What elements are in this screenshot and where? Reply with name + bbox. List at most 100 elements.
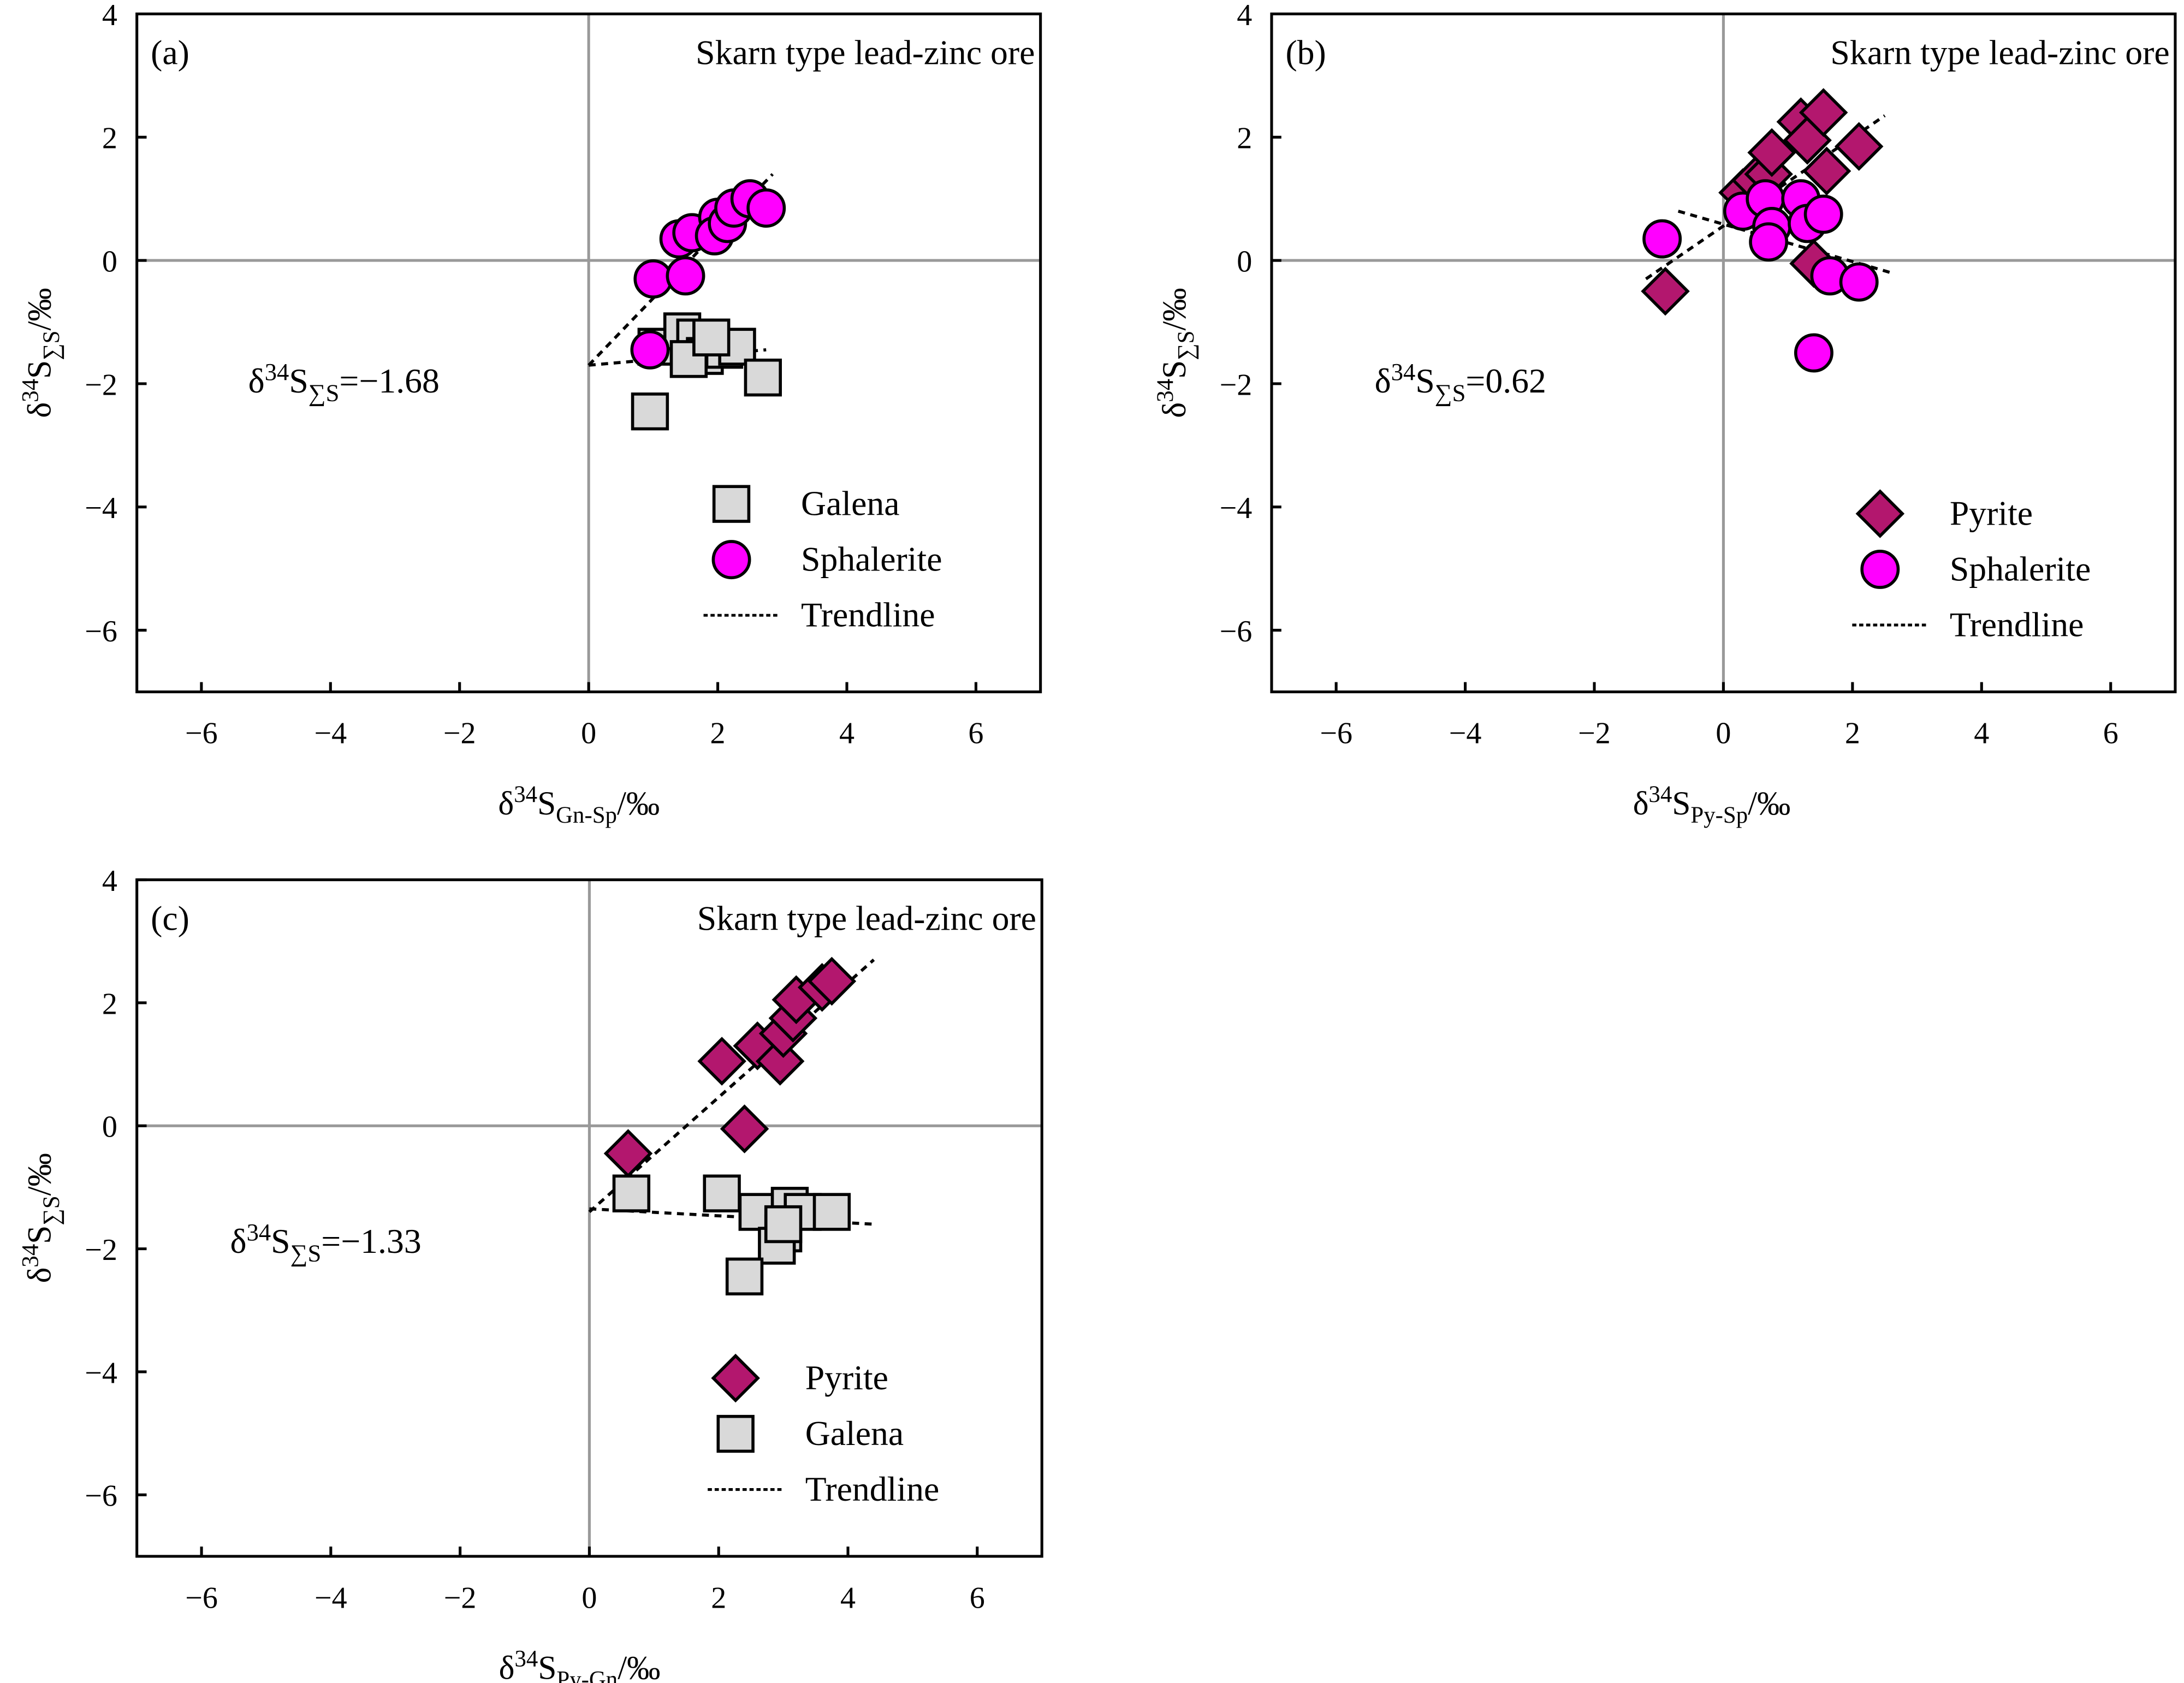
x-axis-label: δ34SPy-Sp/‰ <box>1633 782 1791 828</box>
x-tick-label: 0 <box>581 717 596 751</box>
x-tick-label: −4 <box>314 717 347 751</box>
label-sup: 34 <box>1153 379 1178 402</box>
y-tick-label: −4 <box>85 491 117 525</box>
pyrite-point <box>1747 128 1796 177</box>
x-tick-label: 2 <box>1845 717 1860 751</box>
label-sub: ∑S <box>290 1239 322 1266</box>
legend-marker-sphalerite <box>1860 550 1900 589</box>
label-main: S <box>271 1222 290 1260</box>
label-sub: ∑S <box>308 379 340 406</box>
label-prefix: δ <box>230 1222 247 1260</box>
pyrite-point <box>1834 122 1884 171</box>
pyrite-point <box>807 956 857 1006</box>
galena-point <box>692 318 731 356</box>
label-sub: Py-Sp <box>1690 802 1748 828</box>
x-axis-label: δ34SPy-Gn/‰ <box>499 1646 661 1683</box>
series-sphalerite <box>630 179 786 370</box>
y-axis-label: δ34S∑S/‰ <box>18 288 64 418</box>
series-galena <box>612 1174 851 1295</box>
y-tick-label: 2 <box>102 122 117 156</box>
label-main: S <box>21 1226 58 1244</box>
x-tick-label: −6 <box>1320 717 1352 751</box>
label-sub: ∑S <box>39 1196 64 1225</box>
legend-label: Trendline <box>805 1470 940 1508</box>
label-sup: 34 <box>514 782 537 807</box>
trendline <box>587 173 774 366</box>
x-tick-label: 6 <box>970 1581 985 1615</box>
x-tick-label: −6 <box>185 717 218 751</box>
legend-marker-galena <box>716 1414 755 1453</box>
panel-c: −6 −4 −2 0 2 4 6420−2−4−6δ34SPy-Gn/‰δ34S∑S/‰δ3… <box>18 864 1043 1683</box>
galena-point <box>703 1174 741 1212</box>
label-unit: /‰ <box>1156 288 1193 330</box>
label-sub: Py-Gn <box>556 1667 618 1683</box>
total-sulfur-annotation: δ34S∑S=−1.33 <box>230 1218 422 1266</box>
label-prefix: δ <box>499 1649 515 1683</box>
galena-point <box>725 1257 764 1295</box>
label-sup: 34 <box>1391 358 1416 385</box>
label-prefix: δ <box>1633 785 1649 822</box>
y-tick-label: −4 <box>1220 491 1253 525</box>
trendline <box>589 1207 874 1226</box>
pyrite-point <box>697 1037 746 1086</box>
label-main: S <box>1672 785 1690 822</box>
panel-a: −6 −4 −2 0 2 4 6420−2−4−6δ34SGn-Sp/‰δ34S∑S/‰δ3… <box>18 0 1042 828</box>
x-tick-label: −6 <box>185 1581 218 1615</box>
panel-b: −6 −4 −2 0 2 4 6420−2−4−6δ34SPy-Sp/‰δ34S∑S/‰δ3… <box>1153 0 2177 828</box>
legend-label: Sphalerite <box>1950 549 2091 588</box>
x-tick-label: 6 <box>2103 717 2118 751</box>
plot-frame <box>135 12 1042 693</box>
legend-label: Sphalerite <box>801 540 942 579</box>
y-tick-label: 0 <box>102 1110 117 1144</box>
label-prefix: δ <box>248 361 265 400</box>
label-unit: /‰ <box>618 1649 660 1683</box>
sphalerite-point <box>633 259 673 299</box>
sphalerite-point <box>630 330 670 370</box>
legend-label: Pyrite <box>1950 493 2033 532</box>
y-tick-label: −4 <box>85 1356 117 1390</box>
sphalerite-point <box>1749 222 1789 262</box>
y-tick-label: −2 <box>1220 368 1253 402</box>
y-tick-label: −2 <box>85 1233 117 1267</box>
label-unit: /‰ <box>617 785 660 822</box>
legend-label: Trendline <box>1950 605 2084 644</box>
panel-label: (c) <box>151 899 189 937</box>
legend-label: Galena <box>805 1414 904 1453</box>
pyrite-point <box>720 1104 769 1153</box>
panel-title: Skarn type lead-zinc ore <box>1830 33 2169 72</box>
y-tick-label: 0 <box>1237 245 1252 278</box>
pyrite-point <box>603 1129 653 1178</box>
sphalerite-point <box>1839 262 1879 302</box>
y-tick-label: 4 <box>102 864 117 898</box>
pyrite-point <box>1641 266 1690 316</box>
x-tick-label: −4 <box>1449 717 1482 751</box>
x-tick-label: 0 <box>581 1581 597 1615</box>
y-tick-label: 4 <box>102 0 117 32</box>
label-sub: ∑S <box>39 330 64 360</box>
label-sub: ∑S <box>1173 330 1199 360</box>
sphalerite-point <box>666 256 705 296</box>
y-tick-label: −6 <box>85 1479 117 1513</box>
series-sphalerite <box>1642 179 1879 373</box>
legend-label: Trendline <box>801 596 935 634</box>
y-axis-label: δ34S∑S/‰ <box>1153 288 1199 418</box>
legend: Galena Sphalerite Trendline <box>703 484 942 634</box>
x-tick-label: −2 <box>443 717 476 751</box>
label-prefix: δ <box>498 785 514 822</box>
label-sup: 34 <box>265 358 289 385</box>
label-prefix: δ <box>1375 361 1391 400</box>
label-prefix: δ <box>21 1268 58 1283</box>
y-tick-label: −6 <box>1220 615 1253 649</box>
panel-label: (a) <box>151 33 189 72</box>
x-tick-label: 4 <box>839 717 854 751</box>
y-tick-label: 4 <box>1237 0 1252 32</box>
label-prefix: δ <box>1156 402 1193 418</box>
label-main: S <box>289 361 308 400</box>
legend: Pyrite Galena Trendline <box>708 1353 940 1508</box>
galena-point <box>744 358 782 397</box>
x-tick-label: −2 <box>444 1581 477 1615</box>
x-tick-label: 0 <box>1716 717 1731 751</box>
x-tick-label: 2 <box>710 717 726 751</box>
y-tick-label: 0 <box>102 245 117 278</box>
galena-point <box>812 1193 851 1231</box>
